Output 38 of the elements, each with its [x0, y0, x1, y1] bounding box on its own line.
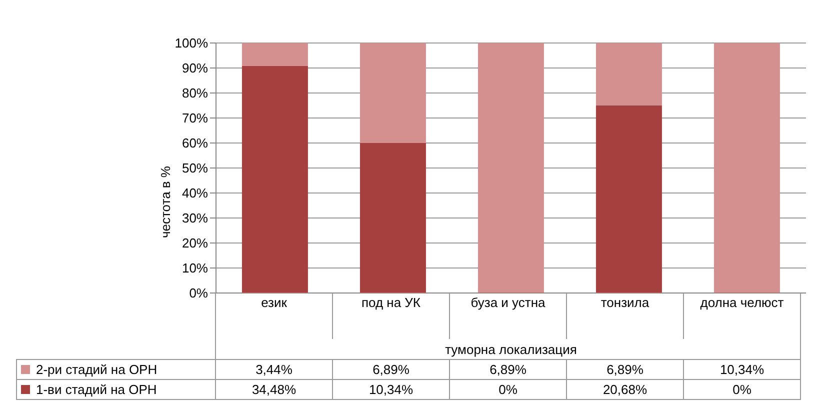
data-label: 6,89% — [450, 359, 566, 379]
category-label: тонзила — [566, 293, 684, 339]
y-tick-label: 0% — [189, 286, 208, 301]
y-tick-label: 60% — [182, 136, 208, 151]
x-axis-title: туморна локализация — [444, 342, 578, 357]
bar — [242, 43, 308, 66]
data-label: 0% — [450, 379, 566, 399]
bar — [360, 143, 426, 293]
data-label: 10,34% — [684, 359, 800, 379]
y-tick-label: 80% — [182, 86, 208, 101]
y-axis-title: честота в % — [158, 166, 173, 238]
bar — [242, 66, 308, 293]
category-label: долна челюст — [684, 293, 800, 339]
y-tick-label: 10% — [182, 260, 208, 276]
data-label: 3,44% — [216, 359, 332, 379]
data-label: 6,89% — [332, 359, 450, 379]
legend-label: 1-ви стадий на ОРН — [16, 379, 216, 399]
y-tick-label: 20% — [182, 236, 208, 251]
y-tick-label: 70% — [182, 110, 208, 126]
y-tick-label: 40% — [182, 186, 208, 201]
data-label: 34,48% — [216, 379, 332, 399]
category-label: език — [216, 293, 332, 339]
category-label: под на УК — [332, 293, 450, 339]
data-label: 6,89% — [566, 359, 684, 379]
bar — [714, 43, 780, 293]
category-label: буза и устна — [450, 293, 566, 339]
data-label: 20,68% — [566, 379, 684, 399]
legend-label: 2-ри стадий на ОРН — [16, 359, 216, 379]
bar — [478, 43, 544, 293]
bar — [360, 43, 426, 143]
bar — [596, 43, 662, 106]
data-label: 10,34% — [332, 379, 450, 399]
y-tick-label: 90% — [182, 60, 208, 76]
data-label: 0% — [684, 379, 800, 399]
y-tick-label: 100% — [174, 36, 208, 51]
y-tick-label: 30% — [182, 210, 208, 226]
y-tick-label: 50% — [182, 160, 208, 176]
bar — [596, 106, 662, 293]
